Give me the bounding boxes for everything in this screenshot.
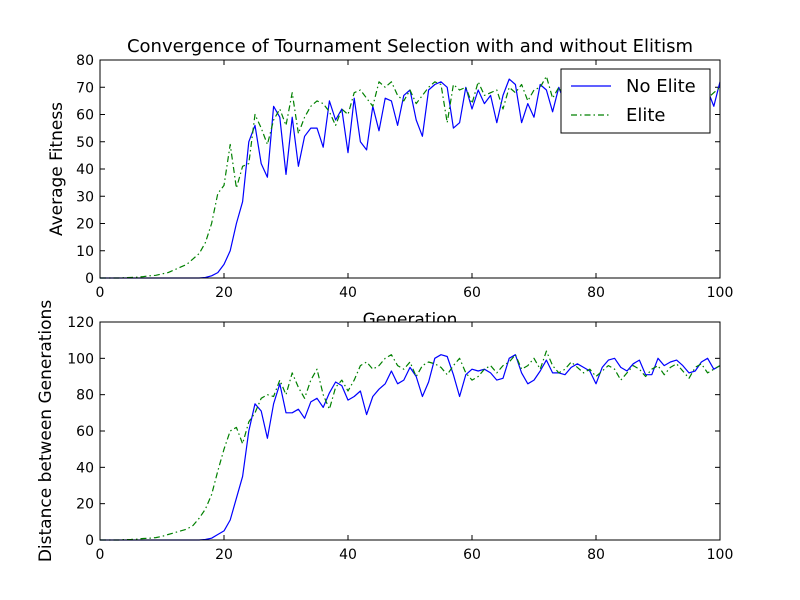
distance-x-tick-label: 0 [96,547,105,563]
distance-y-tick-label: 120 [67,315,94,331]
distance-y-tick-label: 80 [76,388,94,404]
distance-y-ticks: 0 20 40 60 80 100 120 [67,315,720,549]
distance-x-tick-label: 100 [707,547,734,563]
distance-x-tick-label: 80 [587,547,605,563]
fitness-x-tick-label: 0 [96,285,105,301]
distance-y-tick-label: 100 [67,351,94,367]
legend-label-no-elite: No Elite [626,76,696,97]
fitness-y-tick-label: 80 [76,53,94,69]
fitness-series-elite-line [100,75,721,279]
distance-x-tick-label: 60 [463,547,481,563]
fitness-y-tick-label: 70 [76,80,94,96]
distance-y-tick-label: 20 [76,497,94,513]
distance-axes-frame [99,321,721,541]
distance-y-tick-label: 40 [76,460,94,476]
fitness-y-tick-label: 30 [76,189,94,205]
fitness-x-tick-label: 80 [587,285,605,301]
legend-label-elite: Elite [626,105,666,126]
fitness-x-tick-label: 60 [463,285,481,301]
distance-subplot: 0 20 40 60 80 100 0 20 40 60 80 100 120 Distance be… [36,300,733,563]
fitness-y-tick-label: 0 [85,271,94,287]
distance-x-tick-label: 40 [339,547,357,563]
fitness-x-tick-label: 100 [707,285,734,301]
distance-y-label: Distance between Generations [36,300,56,562]
distance-series-elite-line [100,350,721,541]
distance-plot-area [100,322,720,540]
fitness-y-ticks: 0 10 20 30 40 50 60 70 80 [76,53,720,287]
distance-y-tick-label: 0 [85,533,94,549]
legend-box [560,68,711,134]
fitness-y-tick-label: 20 [76,217,94,233]
fitness-y-tick-label: 60 [76,108,94,124]
figure-title: Convergence of Tournament Selection with… [127,36,693,57]
distance-y-tick-label: 60 [76,424,94,440]
legend: No Elite Elite [560,68,711,134]
distance-x-tick-label: 20 [215,547,233,563]
fitness-y-label: Average Fitness [47,102,67,236]
fitness-axes-frame [99,59,721,279]
fitness-x-ticks: 0 20 40 60 80 100 [96,60,734,301]
distance-x-ticks: 0 20 40 60 80 100 [96,322,734,563]
fitness-x-tick-label: 20 [215,285,233,301]
fitness-y-tick-label: 10 [76,244,94,260]
fitness-x-tick-label: 40 [339,285,357,301]
fitness-y-tick-label: 50 [76,135,94,151]
fitness-y-tick-label: 40 [76,162,94,178]
